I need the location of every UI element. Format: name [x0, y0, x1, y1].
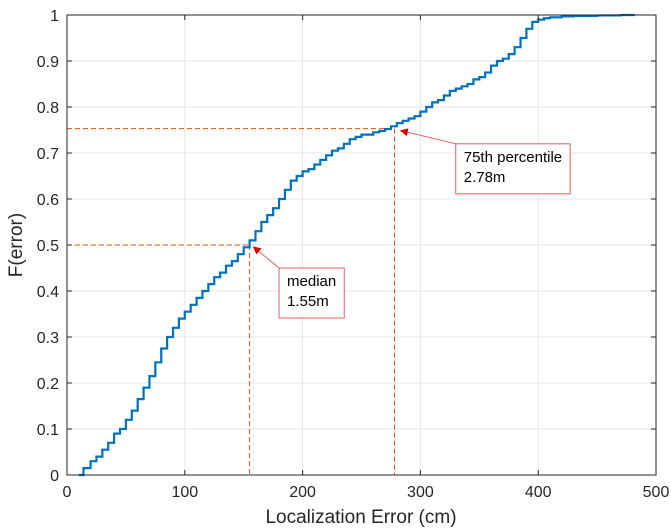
grid: [66, 14, 657, 476]
annotations: median 1.55m 75th percentile 2.78m: [252, 128, 571, 319]
y-axis-title: F(error): [6, 213, 27, 277]
y-tick-label: 0.6: [37, 192, 59, 209]
annotation-arrow: [252, 246, 280, 269]
y-tick-label: 0.2: [37, 376, 59, 393]
annotation-text: median: [287, 273, 336, 290]
annotation-arrow: [399, 128, 456, 145]
y-tick-label: 0.1: [37, 422, 59, 439]
series-layer: [78, 13, 635, 477]
annotation-text: 1.55m: [287, 293, 329, 310]
annotation: 75th percentile 2.78m: [399, 128, 571, 195]
y-tick-label: 0.7: [37, 146, 59, 163]
x-tick-label: 400: [525, 484, 552, 501]
annotation-text: 2.78m: [464, 169, 506, 186]
y-tick-label: 0.3: [37, 330, 59, 347]
cdf-line: [78, 13, 635, 477]
annotation-text: 75th percentile: [464, 149, 562, 166]
y-tick-label: 0: [50, 468, 59, 485]
x-tick-label: 300: [407, 484, 434, 501]
y-tick-label: 0.8: [37, 100, 59, 117]
reference-lines: [67, 128, 395, 475]
y-tick-label: 0.4: [37, 284, 59, 301]
ticks: 0 100 200 300 400 500 0 0.1 0.2 0.3 0.4 0.5 0.6 0.7 0.…: [37, 8, 670, 501]
y-tick-label: 1: [50, 8, 59, 25]
annotation-box: [278, 267, 345, 319]
x-axis-title: Localization Error (cm): [265, 507, 456, 528]
annotation-box: [455, 143, 571, 195]
y-tick-label: 0.5: [37, 238, 59, 255]
y-tick-label: 0.9: [37, 54, 59, 71]
annotation: median 1.55m: [252, 246, 345, 319]
x-tick-label: 500: [643, 484, 670, 501]
x-tick-label: 0: [63, 484, 72, 501]
x-tick-label: 200: [289, 484, 316, 501]
x-tick-label: 100: [171, 484, 198, 501]
